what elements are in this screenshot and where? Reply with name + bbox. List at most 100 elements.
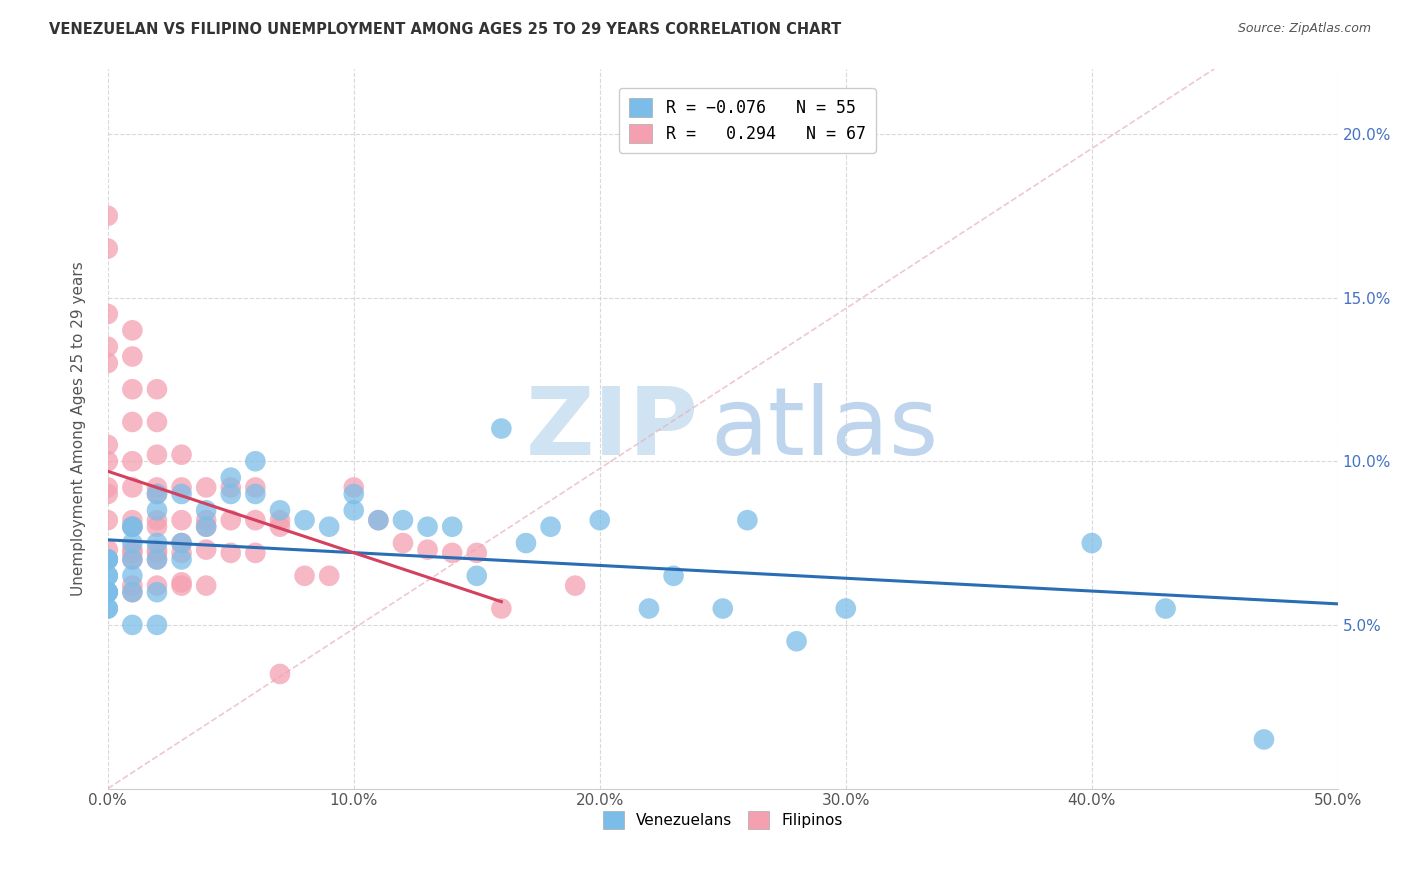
Point: [195, 519, 218, 533]
Point: [441, 546, 464, 560]
Point: [121, 552, 143, 566]
Legend: Venezuelans, Filipinos: Venezuelans, Filipinos: [596, 805, 849, 835]
Point: [269, 667, 291, 681]
Point: [1081, 536, 1104, 550]
Point: [835, 601, 858, 615]
Point: [170, 579, 193, 593]
Point: [294, 569, 316, 583]
Point: [121, 480, 143, 494]
Point: [219, 487, 242, 501]
Point: [195, 519, 218, 533]
Point: [121, 618, 143, 632]
Point: [441, 519, 464, 533]
Point: [146, 536, 169, 550]
Point: [146, 519, 169, 533]
Point: [245, 513, 267, 527]
Point: [318, 569, 340, 583]
Point: [97, 569, 120, 583]
Point: [245, 546, 267, 560]
Point: [392, 536, 415, 550]
Point: [170, 552, 193, 566]
Point: [121, 350, 143, 364]
Point: [269, 519, 291, 533]
Point: [121, 513, 143, 527]
Point: [97, 552, 120, 566]
Point: [343, 480, 366, 494]
Point: [146, 618, 169, 632]
Point: [294, 513, 316, 527]
Point: [465, 546, 488, 560]
Point: [219, 546, 242, 560]
Point: [170, 513, 193, 527]
Point: [219, 513, 242, 527]
Point: [737, 513, 759, 527]
Point: [121, 519, 143, 533]
Point: [589, 513, 612, 527]
Point: [269, 513, 291, 527]
Point: [170, 536, 193, 550]
Point: [97, 438, 120, 452]
Point: [195, 503, 218, 517]
Point: [465, 569, 488, 583]
Point: [146, 503, 169, 517]
Point: [269, 503, 291, 517]
Point: [245, 480, 267, 494]
Point: [146, 585, 169, 599]
Point: [146, 382, 169, 396]
Point: [121, 569, 143, 583]
Point: [146, 513, 169, 527]
Point: [97, 601, 120, 615]
Point: [416, 542, 439, 557]
Point: [170, 480, 193, 494]
Point: [245, 454, 267, 468]
Point: [97, 601, 120, 615]
Point: [367, 513, 389, 527]
Point: [121, 382, 143, 396]
Point: [170, 546, 193, 560]
Point: [343, 487, 366, 501]
Point: [1154, 601, 1177, 615]
Point: [146, 579, 169, 593]
Point: [146, 542, 169, 557]
Point: [121, 415, 143, 429]
Point: [170, 448, 193, 462]
Point: [97, 552, 120, 566]
Point: [97, 340, 120, 354]
Point: [170, 487, 193, 501]
Point: [638, 601, 661, 615]
Text: ZIP: ZIP: [526, 383, 699, 475]
Point: [195, 542, 218, 557]
Point: [786, 634, 808, 648]
Point: [97, 242, 120, 256]
Y-axis label: Unemployment Among Ages 25 to 29 years: Unemployment Among Ages 25 to 29 years: [72, 261, 86, 596]
Text: Source: ZipAtlas.com: Source: ZipAtlas.com: [1237, 22, 1371, 36]
Point: [97, 454, 120, 468]
Point: [245, 487, 267, 501]
Point: [121, 579, 143, 593]
Text: atlas: atlas: [710, 383, 939, 475]
Point: [146, 546, 169, 560]
Point: [121, 585, 143, 599]
Point: [146, 480, 169, 494]
Point: [564, 579, 586, 593]
Point: [195, 513, 218, 527]
Point: [121, 454, 143, 468]
Point: [219, 480, 242, 494]
Point: [416, 519, 439, 533]
Point: [97, 585, 120, 599]
Point: [121, 519, 143, 533]
Point: [219, 470, 242, 484]
Point: [97, 209, 120, 223]
Point: [97, 585, 120, 599]
Point: [318, 519, 340, 533]
Point: [392, 513, 415, 527]
Point: [97, 569, 120, 583]
Point: [121, 546, 143, 560]
Point: [367, 513, 389, 527]
Point: [343, 503, 366, 517]
Text: VENEZUELAN VS FILIPINO UNEMPLOYMENT AMONG AGES 25 TO 29 YEARS CORRELATION CHART: VENEZUELAN VS FILIPINO UNEMPLOYMENT AMON…: [49, 22, 841, 37]
Point: [97, 585, 120, 599]
Point: [195, 480, 218, 494]
Point: [97, 542, 120, 557]
Point: [491, 601, 513, 615]
